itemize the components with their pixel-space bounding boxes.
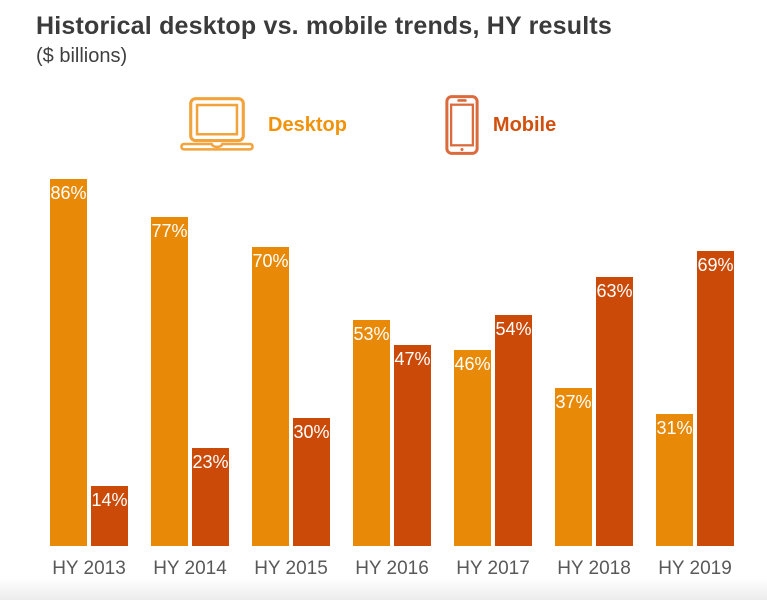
- bar-pair: 31% 69%: [656, 178, 734, 546]
- bar-pair: 37% 63%: [555, 178, 633, 546]
- desktop-bar: 70%: [252, 247, 289, 546]
- mobile-bar-value: 63%: [596, 281, 633, 301]
- desktop-bar-value: 46%: [454, 354, 491, 374]
- mobile-bar: 23%: [192, 448, 229, 546]
- desktop-bar-value: 37%: [555, 392, 592, 412]
- legend-label-desktop: Desktop: [268, 113, 347, 136]
- bar-group: 46% 54% HY 2017: [454, 178, 532, 580]
- mobile-bar: 54%: [495, 315, 532, 546]
- desktop-bar: 31%: [656, 414, 693, 546]
- desktop-bar-value: 86%: [50, 183, 87, 203]
- desktop-bar-value: 53%: [353, 324, 390, 344]
- mobile-bar-value: 54%: [495, 319, 532, 339]
- category-label: HY 2018: [557, 558, 631, 579]
- mobile-bar-value: 23%: [192, 452, 229, 472]
- category-label: HY 2014: [153, 558, 227, 579]
- legend-label-mobile: Mobile: [492, 113, 557, 136]
- page-subtitle: ($ billions): [36, 45, 128, 67]
- category-label: HY 2015: [254, 558, 328, 579]
- legend-item-mobile: Mobile: [445, 94, 556, 156]
- category-label: HY 2013: [52, 558, 126, 579]
- laptop-icon: [180, 97, 254, 151]
- desktop-bar-value: 31%: [656, 418, 693, 438]
- mobile-bar-value: 69%: [697, 255, 734, 275]
- grouped-bar-chart: 86% 14% HY 2013 77% 23% HY 2014 70% 30% HY 2015 5…: [50, 178, 734, 580]
- desktop-bar-value: 70%: [252, 251, 289, 271]
- legend-item-desktop: Desktop: [180, 95, 347, 155]
- bar-group: 37% 63% HY 2018: [555, 178, 633, 580]
- mobile-bar: 30%: [293, 418, 330, 546]
- bar-group: 86% 14% HY 2013: [50, 178, 128, 580]
- bar-group: 53% 47% HY 2016: [353, 178, 431, 580]
- bar-pair: 53% 47%: [353, 178, 431, 546]
- desktop-bar: 53%: [353, 320, 390, 546]
- bar-group: 70% 30% HY 2015: [252, 178, 330, 580]
- mobile-bar-value: 47%: [394, 349, 431, 369]
- bar-group: 77% 23% HY 2014: [151, 178, 229, 580]
- desktop-bar: 86%: [50, 179, 87, 546]
- bar-pair: 86% 14%: [50, 178, 128, 546]
- mobile-bar-value: 14%: [91, 490, 128, 510]
- bar-pair: 46% 54%: [454, 178, 532, 546]
- mobile-bar: 63%: [596, 277, 633, 546]
- category-label: HY 2016: [355, 558, 429, 579]
- desktop-bar: 37%: [555, 388, 592, 546]
- bottom-fade-gradient: [0, 578, 767, 600]
- smartphone-icon: [445, 95, 479, 155]
- mobile-bar: 69%: [697, 251, 734, 546]
- mobile-bar-value: 30%: [293, 422, 330, 442]
- bar-group: 31% 69% HY 2019: [656, 178, 734, 580]
- desktop-bar: 46%: [454, 350, 491, 546]
- chart-header: Historical desktop vs. mobile trends, HY…: [36, 12, 612, 68]
- mobile-bar: 47%: [394, 345, 431, 546]
- page-title: Historical desktop vs. mobile trends, HY…: [36, 12, 612, 40]
- bar-pair: 77% 23%: [151, 178, 229, 546]
- bar-pair: 70% 30%: [252, 178, 330, 546]
- desktop-bar: 77%: [151, 217, 188, 546]
- category-label: HY 2017: [456, 558, 530, 579]
- desktop-bar-value: 77%: [151, 221, 188, 241]
- mobile-bar: 14%: [91, 486, 128, 546]
- category-label: HY 2019: [658, 558, 732, 579]
- chart-legend: Desktop Mobile: [180, 94, 556, 156]
